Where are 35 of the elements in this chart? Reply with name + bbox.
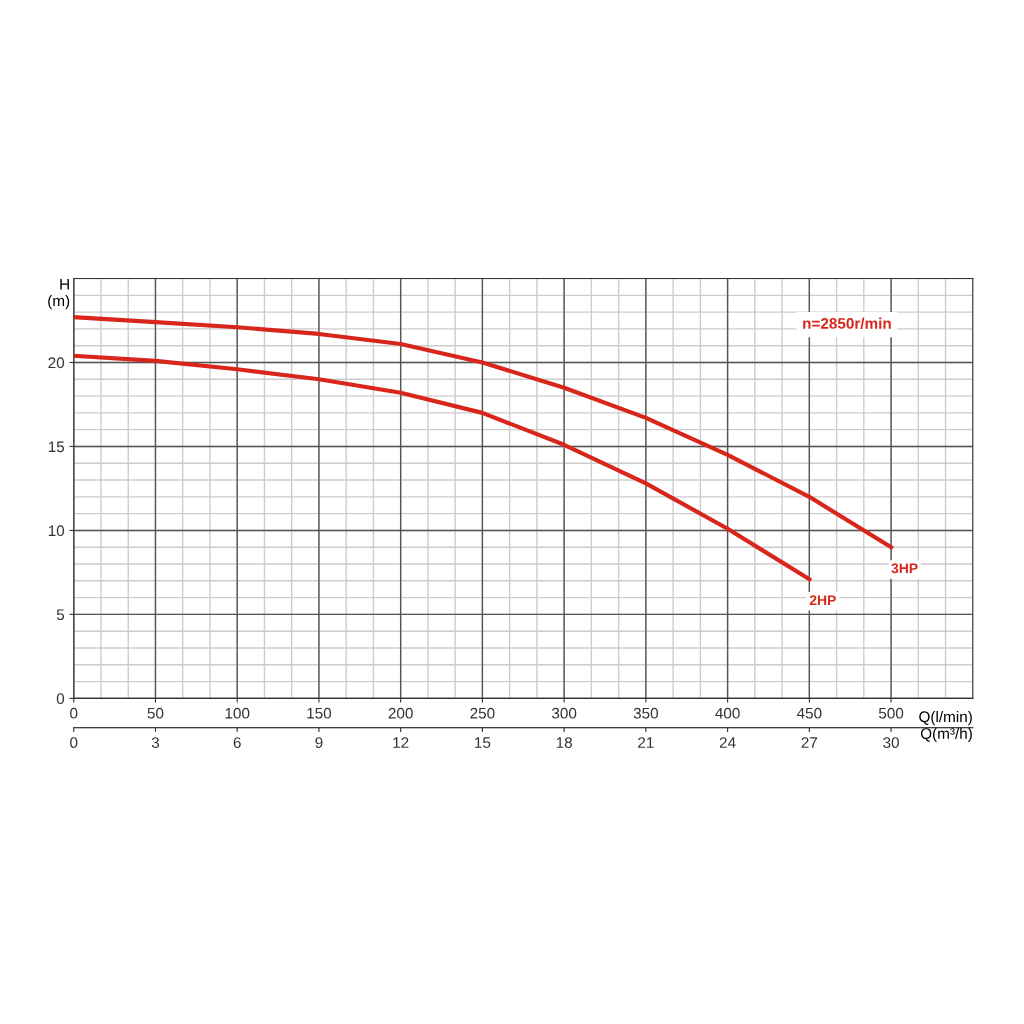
x-tick-label: 200 xyxy=(388,707,413,719)
x2-tick-label: 6 xyxy=(233,737,241,749)
y-tick-label: 20 xyxy=(48,357,65,369)
line-series xyxy=(73,353,812,582)
x2-axis-title: Q(m³/h) xyxy=(920,727,972,742)
x-tick-label: 150 xyxy=(307,707,332,719)
y-tick-label: 10 xyxy=(48,525,65,537)
x2-tick-label: 24 xyxy=(719,737,736,748)
x2-tick-label: 12 xyxy=(393,737,409,748)
y-axis-title: H (m) xyxy=(48,279,70,310)
x-tick-label: 500 xyxy=(878,707,904,719)
x2-tick-label: 21 xyxy=(638,737,654,748)
x2-tick-label: 15 xyxy=(475,737,491,749)
series-label: 3HP xyxy=(891,563,918,574)
x-tick-label: 300 xyxy=(551,707,577,719)
annotation: n=2850r/min xyxy=(803,317,891,329)
x2-tick-label: 18 xyxy=(556,737,572,749)
x-tick-label: 250 xyxy=(470,707,495,719)
x-tick-label: 0 xyxy=(70,707,78,719)
x2-tick-label: 0 xyxy=(70,737,78,749)
x-tick-label: 450 xyxy=(796,707,822,719)
x-tick-label: 350 xyxy=(633,707,659,719)
y-tick-label: 15 xyxy=(48,441,65,453)
x2-tick-label: 27 xyxy=(801,737,818,748)
x2-tick-label: 3 xyxy=(151,737,160,749)
x-axis-title: Q(l/min) xyxy=(919,710,972,726)
series-label: 2HP xyxy=(809,595,836,605)
x-tick-label: 100 xyxy=(225,707,250,719)
x-tick-label: 400 xyxy=(715,707,740,719)
x-tick-label: 50 xyxy=(147,707,164,719)
y-tick-label: 0 xyxy=(56,693,65,705)
line-series xyxy=(73,315,894,550)
x2-tick-label: 9 xyxy=(315,737,323,749)
y-tick-label: 5 xyxy=(56,609,65,621)
x2-tick-label: 30 xyxy=(883,737,899,749)
